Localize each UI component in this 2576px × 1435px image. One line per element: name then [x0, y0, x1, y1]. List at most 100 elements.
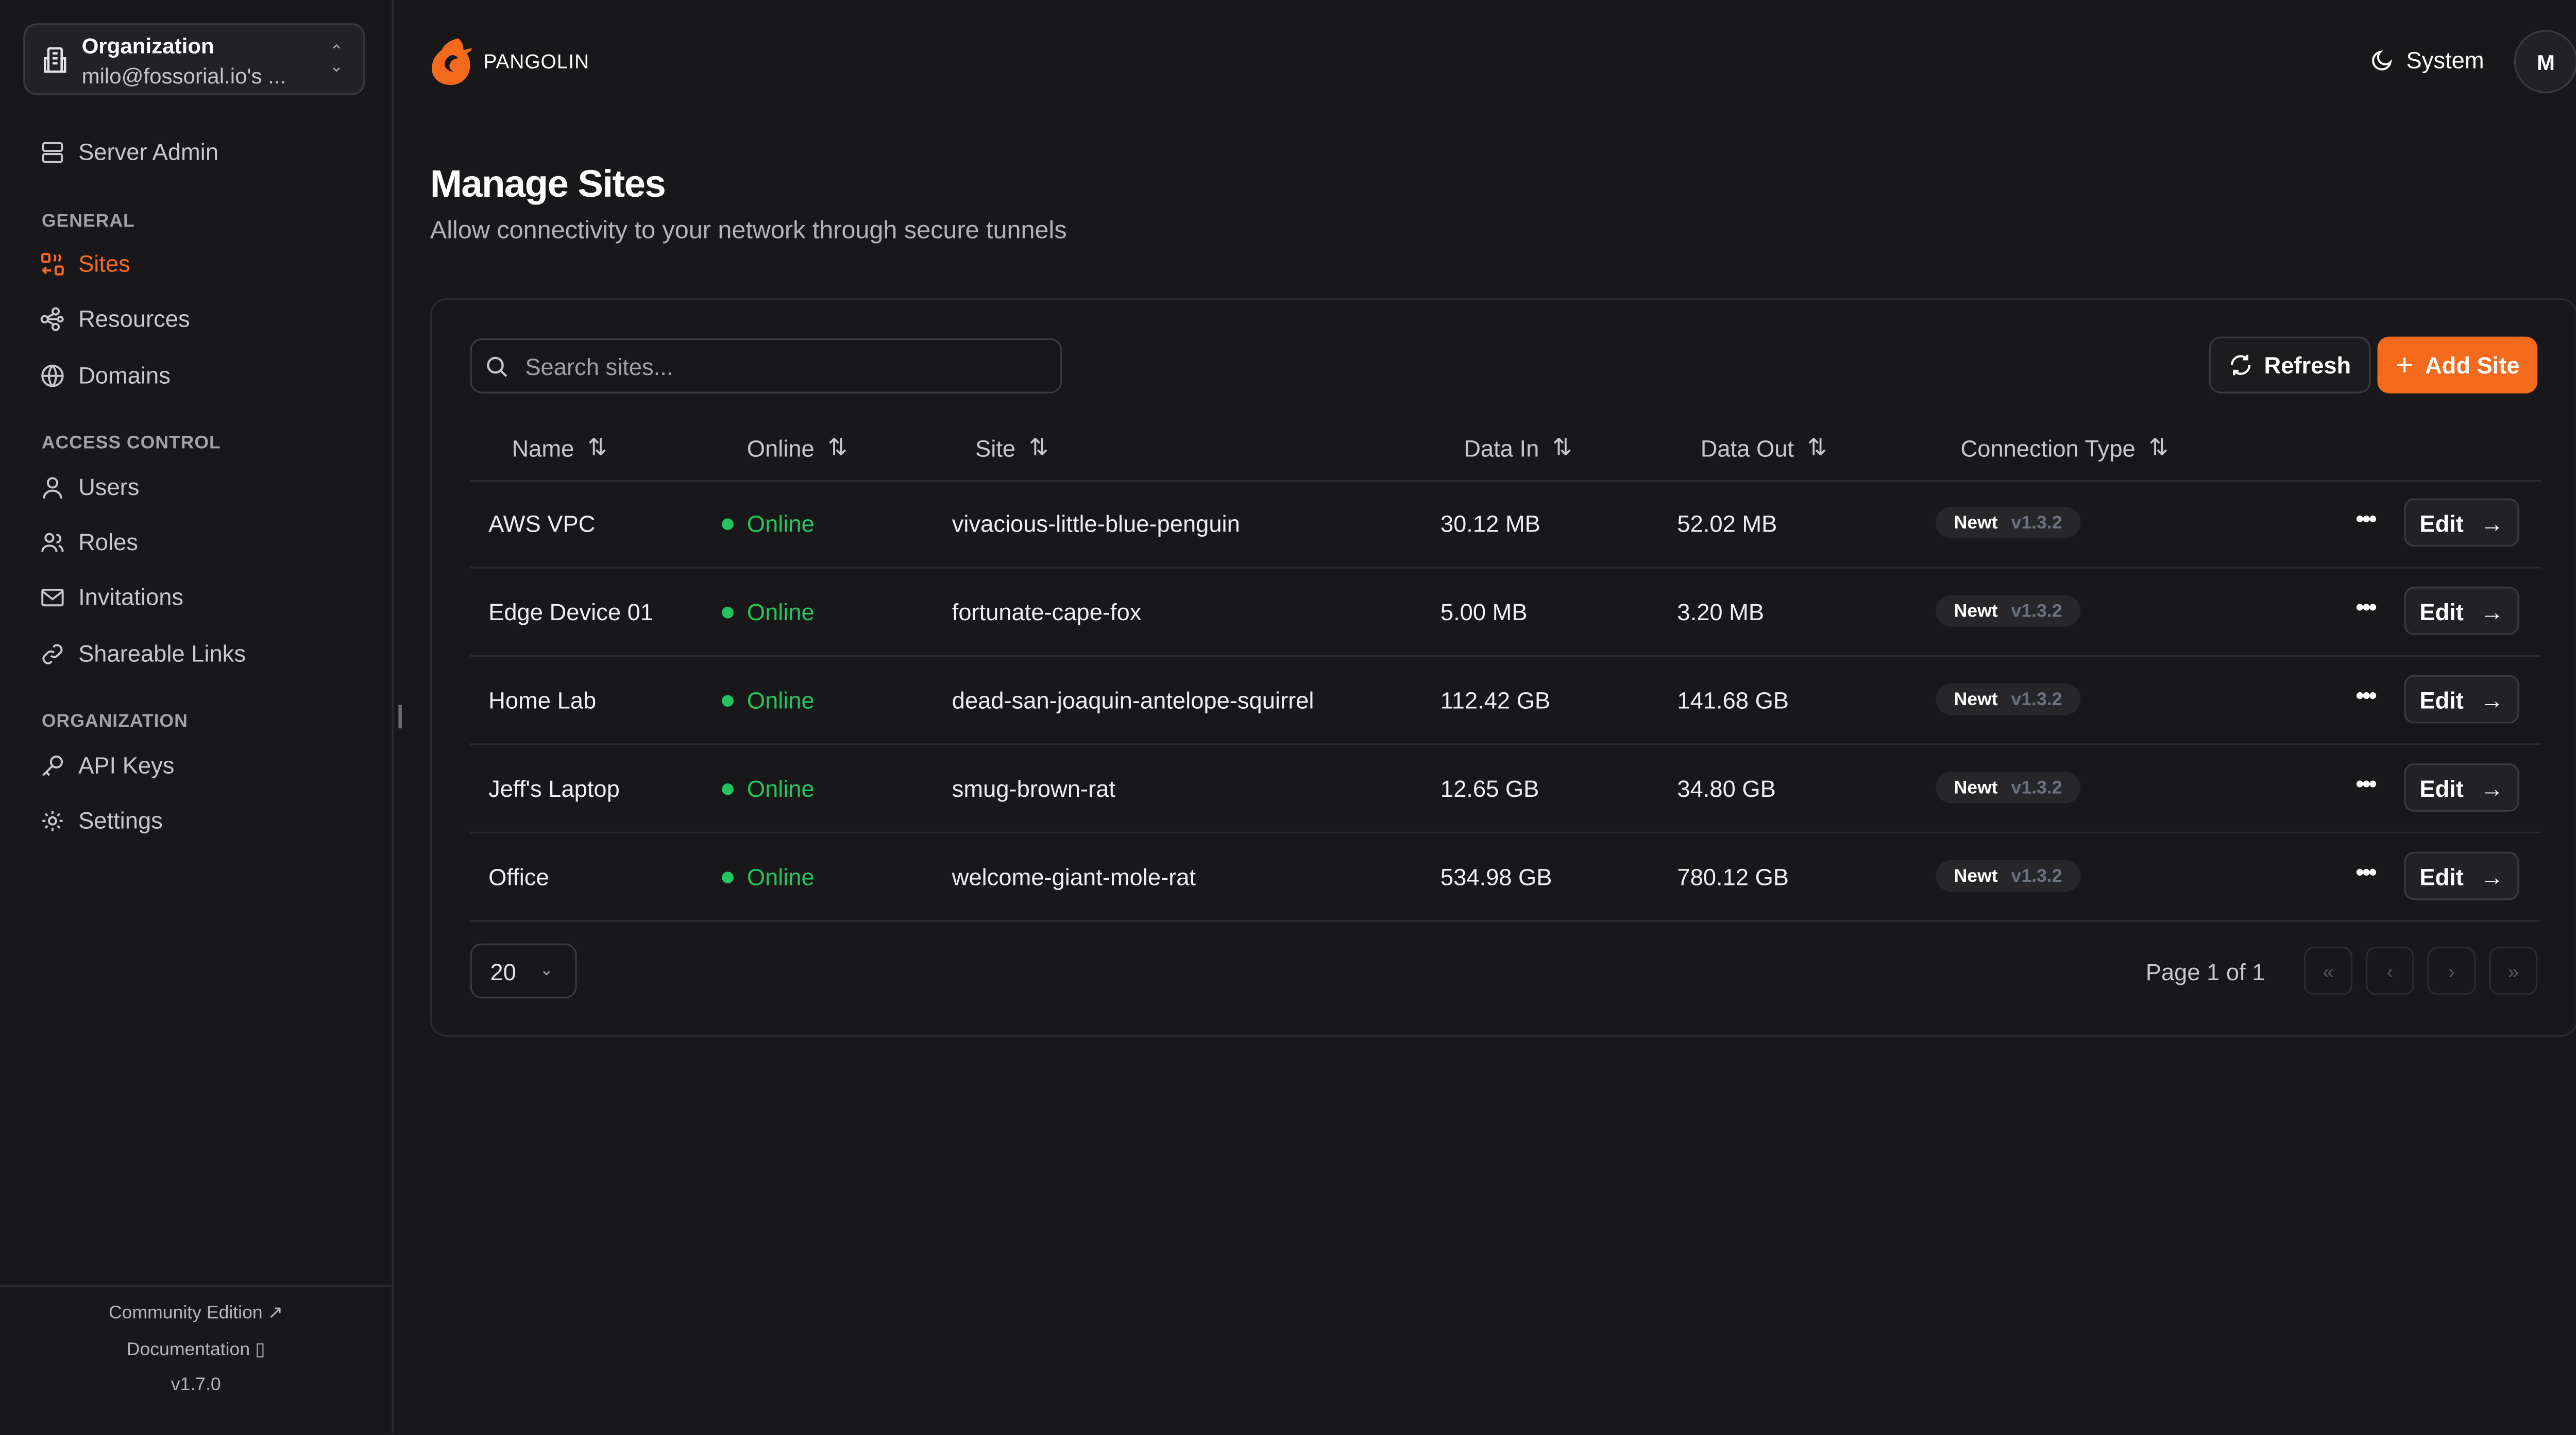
- site-name: Office: [488, 863, 549, 891]
- mail-icon: [41, 588, 64, 606]
- brand-name: PANGOLIN: [483, 50, 590, 74]
- more-actions-icon[interactable]: •••: [2355, 770, 2377, 797]
- sidebar-item-sites[interactable]: Sites: [40, 250, 130, 277]
- avatar[interactable]: M: [2514, 30, 2576, 94]
- edit-button[interactable]: Edit →: [2404, 587, 2519, 635]
- sidebar-item-users[interactable]: Users: [40, 473, 140, 500]
- page-size-select[interactable]: 20 ⌄: [470, 943, 577, 999]
- status-dot-icon: [722, 517, 734, 529]
- users-icon: [41, 532, 64, 552]
- page-size-value: 20: [490, 958, 516, 984]
- data-in: 534.98 GB: [1440, 863, 1552, 891]
- table-header: Name ⇅ Online ⇅ Site ⇅ Data In ⇅ Data Out ⇅ C…: [470, 433, 2541, 482]
- sites-table-card: Refresh + Add Site Name⇅ Online⇅ Site⇅ D…: [430, 298, 2576, 1037]
- table-row: Jeff's Laptop Online smug-brown-rat 12.6…: [470, 745, 2541, 833]
- data-in: 112.42 GB: [1440, 687, 1551, 714]
- sidebar-item-label: Server Admin: [78, 138, 219, 165]
- sidebar-item-shareable-links[interactable]: Shareable Links: [40, 640, 246, 667]
- org-name: milo@fossorial.io's ...: [81, 63, 286, 89]
- globe-icon: [41, 364, 64, 386]
- sidebar-resize-handle[interactable]: [398, 705, 402, 729]
- sidebar-item-roles[interactable]: Roles: [40, 528, 138, 555]
- column-header-connection-type[interactable]: Connection Type ⇅: [1960, 433, 2168, 461]
- plus-icon: +: [2396, 347, 2414, 381]
- edit-button[interactable]: Edit →: [2404, 498, 2519, 547]
- key-icon: [42, 755, 63, 775]
- refresh-label: Refresh: [2264, 351, 2351, 379]
- column-header-site[interactable]: Site ⇅: [975, 433, 1048, 461]
- online-status: Online: [722, 687, 815, 713]
- arrow-right-icon: →: [2480, 509, 2504, 536]
- pangolin-logo-icon: [432, 38, 472, 86]
- arrow-right-icon: →: [2480, 686, 2504, 713]
- theme-toggle[interactable]: System: [2371, 46, 2484, 74]
- user-icon: [43, 476, 62, 498]
- page-title: Manage Sites: [430, 161, 666, 206]
- first-page-button[interactable]: «: [2304, 947, 2352, 995]
- sidebar-item-invitations[interactable]: Invitations: [40, 584, 183, 610]
- connection-type-badge: Newt v1.3.2: [1935, 683, 2081, 715]
- section-organization: ORGANIZATION: [41, 711, 188, 732]
- sidebar-item-resources[interactable]: Resources: [40, 305, 190, 332]
- data-in: 5.00 MB: [1440, 598, 1528, 625]
- prev-page-button[interactable]: ‹: [2365, 947, 2414, 995]
- data-out: 34.80 GB: [1677, 775, 1776, 802]
- data-in: 30.12 MB: [1440, 510, 1540, 537]
- more-actions-icon[interactable]: •••: [2355, 505, 2377, 532]
- table-row: AWS VPC Online vivacious-little-blue-pen…: [470, 480, 2541, 569]
- online-status: Online: [722, 863, 815, 890]
- data-out: 52.02 MB: [1677, 510, 1777, 537]
- external-link-icon: ↗: [267, 1303, 283, 1324]
- online-status: Online: [722, 775, 815, 802]
- status-dot-icon: [722, 870, 734, 883]
- site-name: AWS VPC: [488, 510, 596, 537]
- more-actions-icon[interactable]: •••: [2355, 858, 2377, 885]
- search-field[interactable]: [470, 338, 1062, 394]
- theme-label: System: [2406, 46, 2484, 74]
- sidebar-item-server-admin[interactable]: Server Admin: [40, 139, 218, 165]
- refresh-button[interactable]: Refresh: [2209, 336, 2371, 394]
- more-actions-icon[interactable]: •••: [2355, 681, 2377, 709]
- sort-icon: ⇅: [587, 433, 607, 460]
- sidebar-item-settings[interactable]: Settings: [40, 807, 163, 833]
- sidebar-item-label: Settings: [78, 807, 163, 833]
- brand-logo[interactable]: PANGOLIN: [430, 37, 589, 87]
- sidebar-item-label: Resources: [78, 305, 190, 332]
- add-site-button[interactable]: + Add Site: [2377, 336, 2538, 394]
- status-dot-icon: [722, 782, 734, 794]
- refresh-icon: [2231, 354, 2251, 375]
- moon-icon: [2372, 50, 2393, 71]
- documentation-link[interactable]: Documentation ▯: [0, 1339, 392, 1360]
- last-page-button[interactable]: »: [2489, 947, 2538, 995]
- edit-button[interactable]: Edit →: [2404, 675, 2519, 724]
- org-label: Organization: [81, 33, 214, 59]
- search-icon: [487, 356, 507, 377]
- add-site-label: Add Site: [2425, 351, 2520, 379]
- column-header-online[interactable]: Online ⇅: [747, 433, 848, 461]
- site-name: Jeff's Laptop: [488, 775, 620, 802]
- next-page-button[interactable]: ›: [2427, 947, 2476, 995]
- table-row: Home Lab Online dead-san-joaquin-antelop…: [470, 657, 2541, 745]
- sidebar-item-api-keys[interactable]: API Keys: [40, 751, 174, 778]
- more-actions-icon[interactable]: •••: [2355, 593, 2377, 620]
- site-id: welcome-giant-mole-rat: [952, 863, 1196, 891]
- sidebar-item-label: Roles: [78, 528, 138, 555]
- site-id: smug-brown-rat: [952, 775, 1115, 802]
- building-icon: [44, 47, 66, 73]
- edit-button[interactable]: Edit →: [2404, 763, 2519, 812]
- edit-button[interactable]: Edit →: [2404, 851, 2519, 900]
- online-status: Online: [722, 599, 815, 625]
- community-edition-link[interactable]: Community Edition ↗: [0, 1302, 392, 1324]
- book-icon: ▯: [255, 1340, 265, 1360]
- column-header-name[interactable]: Name ⇅: [512, 433, 607, 461]
- sidebar-item-label: Users: [78, 473, 140, 500]
- sort-icon: ⇅: [827, 433, 848, 460]
- column-header-data-out[interactable]: Data Out ⇅: [1700, 433, 1827, 461]
- search-input[interactable]: [521, 351, 1029, 381]
- section-access-control: ACCESS CONTROL: [41, 433, 221, 454]
- data-out: 780.12 GB: [1677, 863, 1789, 891]
- org-switcher[interactable]: Organization milo@fossorial.io's ... ⌃ ⌄: [23, 23, 365, 95]
- column-header-data-in[interactable]: Data In ⇅: [1464, 433, 1572, 461]
- arrow-right-icon: →: [2480, 862, 2504, 890]
- sidebar-item-domains[interactable]: Domains: [40, 362, 171, 388]
